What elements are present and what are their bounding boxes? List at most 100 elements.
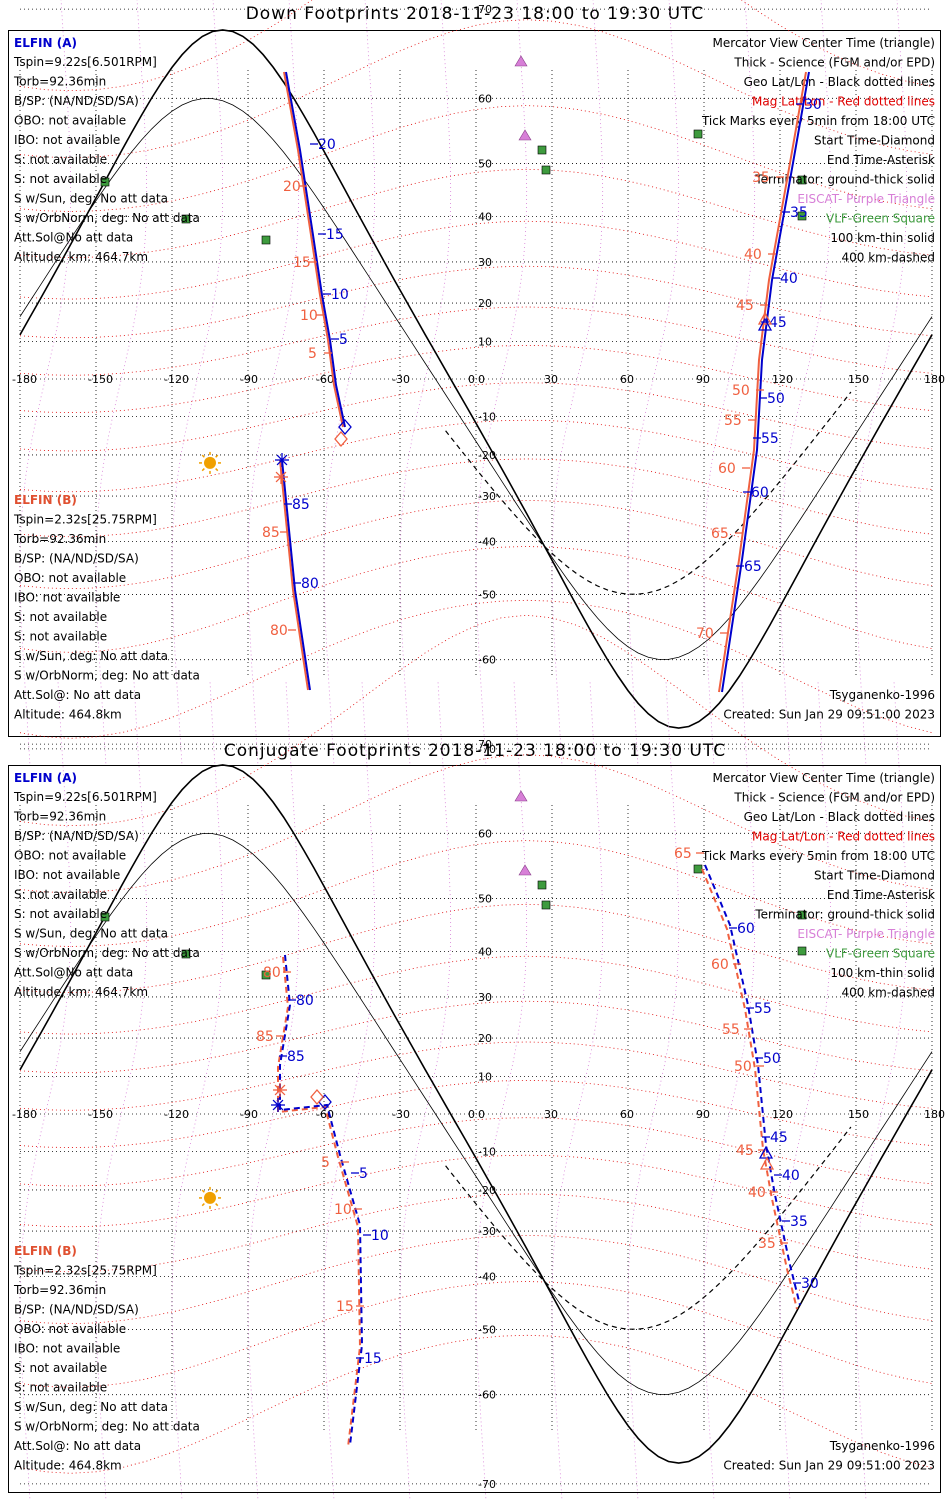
mag-meridian: [171, 681, 224, 1500]
model-label: Tsyganenko-1996: [829, 688, 935, 702]
x-tick-label: 30: [544, 373, 558, 386]
conj-a-mag-label: 85: [256, 1029, 274, 1045]
mag-meridian: [855, 681, 908, 1500]
vlf-square: [100, 177, 110, 187]
mag-parallel: [19, 955, 933, 1035]
mag-parallel: [19, 903, 933, 994]
mag-meridian: [19, 681, 72, 1500]
plot-frame: [8, 765, 941, 1493]
track-a-mag-label: 10: [300, 308, 318, 324]
vlf-square: [261, 970, 271, 980]
y-tick-label: -50: [478, 1323, 496, 1336]
mag-parallel: [19, 265, 933, 339]
track-east-geo: [721, 71, 810, 693]
legend-entry: Geo Lat/Lon - Black dotted lines: [744, 810, 935, 824]
track-b-geo: [281, 459, 311, 691]
sun-ray: [201, 1189, 205, 1193]
eiscat-triangle: [514, 790, 528, 802]
elfin-b-info-line: S: not available: [14, 1361, 107, 1375]
elfin-b-info-line: Torb=92.36min: [13, 532, 106, 546]
plot-frame: [8, 30, 941, 737]
conj-east-mag-label: 35: [758, 1236, 776, 1252]
x-tick-label: -180: [12, 1108, 37, 1121]
track-east-geo-label: 50: [767, 391, 785, 407]
track-east-geo-label: 55: [761, 431, 779, 447]
elfin-a-heading: ELFIN (A): [14, 36, 77, 50]
mag-meridian: [95, 0, 148, 812]
mag-meridian: [627, 681, 680, 1500]
y-tick-label: -50: [478, 588, 496, 601]
mag-parallel: [19, 382, 933, 452]
y-tick-label: -10: [478, 1145, 496, 1158]
track-east-mag-label: 40: [744, 247, 762, 263]
elfin-b-info-line: Altitude: 464.8km: [14, 708, 122, 722]
conj-a-geo: [279, 954, 364, 1446]
mag-parallel: [19, 1154, 933, 1228]
track-east-geo-label: 65: [744, 559, 762, 575]
elfin-a-info-line: IBO: not available: [14, 868, 120, 882]
y-tick-label: -20: [478, 1184, 496, 1197]
elfin-a-info-line: S w/OrbNorm, deg: No att data: [14, 946, 200, 960]
mag-meridian: [779, 0, 832, 812]
conj-east-mag-label: 60: [711, 957, 729, 973]
terminator-100km: [19, 833, 933, 1395]
y-tick-label: -70: [478, 743, 496, 756]
y-tick-label: -40: [478, 1271, 496, 1284]
legend-entry: End Time-Asterisk: [827, 153, 935, 167]
x-tick-label: 0: [468, 373, 475, 386]
model-label: Tsyganenko-1996: [829, 1439, 935, 1453]
legend-entry: End Time-Asterisk: [827, 888, 935, 902]
track-east-geo-label: 40: [780, 271, 798, 287]
conj-east-mag-label: 40: [748, 1185, 766, 1201]
legend-entry: VLF-Green Square: [826, 212, 935, 226]
legend-entry: EISCAT- Purple Triangle: [797, 192, 935, 206]
legend-entry: Terminator: ground-thick solid: [754, 908, 935, 922]
mag-meridians: [19, 0, 908, 812]
elfin-b-info-line: S: not available: [14, 610, 107, 624]
sun-ray: [215, 468, 219, 472]
asterisk-stroke: [274, 1084, 286, 1096]
mag-parallel: [19, 168, 933, 259]
y-tick-label: 60: [478, 827, 492, 840]
elfin-a-info-line: S: not available: [14, 153, 107, 167]
vlf-square: [541, 165, 551, 175]
mag-parallel: [19, 458, 933, 538]
mag-parallel: [19, 1117, 933, 1187]
mag-meridian: [247, 681, 300, 1500]
vlf-square: [181, 949, 191, 959]
x-tick-label: 60: [620, 1108, 634, 1121]
conj-a-geo-label: 85: [287, 1049, 305, 1065]
track-east-mag-label: 50: [732, 383, 750, 399]
legend-entry: Thick - Science (FGM and/or EPD): [733, 56, 935, 70]
mag-parallel: [19, 105, 933, 212]
conj-a-geo-label: 10: [371, 1228, 389, 1244]
elfin-b-info-line: B/SP: (NA/ND/SD/SA): [14, 1303, 139, 1317]
start-diamond: [338, 419, 352, 435]
track-east-geo-label: 45: [769, 315, 787, 331]
elfin-b-info-line: Altitude: 464.8km: [14, 1459, 122, 1473]
mag-parallel: [19, 1193, 933, 1273]
y-tick-label: -40: [478, 536, 496, 549]
sun-ray: [201, 454, 205, 458]
elfin-a-info-line: IBO: not available: [14, 133, 120, 147]
conj-east-geo-label: 45: [770, 1130, 788, 1146]
terminator-100km: [19, 98, 933, 660]
mag-meridian: [171, 0, 224, 812]
y-tick-label: 50: [478, 158, 492, 171]
legend-entry: Tick Marks every 5min from 18:00 UTC: [701, 849, 935, 863]
elfin-b-info-line: Tspin=2.32s[25.75RPM]: [13, 1264, 157, 1278]
conj-east-mag-label: 65: [674, 846, 692, 862]
elfin-a-info-line: OBO: not available: [14, 849, 126, 863]
elfin-a-info-line: S: not available: [14, 907, 107, 921]
elfin-b-info-line: Att.Sol@: No att data: [14, 688, 141, 702]
vlf-square: [797, 910, 807, 920]
y-tick-label: 50: [478, 893, 492, 906]
mag-grid: [19, 614, 933, 1474]
mag-meridian: [399, 0, 452, 812]
track-a-geo-label: 5: [339, 332, 348, 348]
sun-ray: [215, 1189, 219, 1193]
asterisk-stroke: [275, 471, 287, 483]
legend-entry: 400 km-dashed: [841, 251, 935, 265]
vlf-square: [797, 211, 807, 221]
mag-meridian: [247, 0, 300, 812]
